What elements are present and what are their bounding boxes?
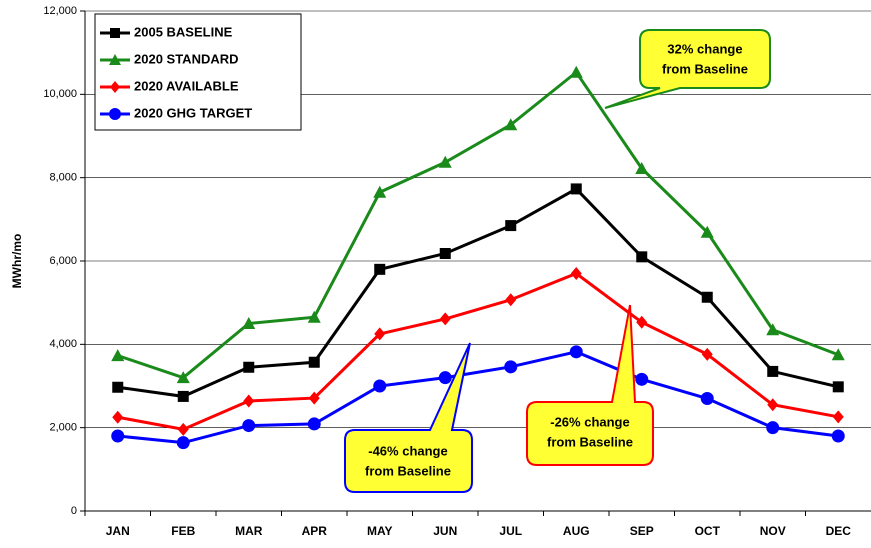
marker: [439, 312, 451, 326]
series-line: [117, 70, 839, 380]
marker: [504, 118, 518, 131]
marker: [701, 291, 713, 303]
legend-label: 2005 BASELINE: [134, 24, 233, 39]
marker: [243, 394, 255, 408]
marker: [109, 54, 121, 65]
series-line: [117, 350, 839, 445]
marker: [177, 422, 189, 436]
marker: [831, 348, 845, 361]
marker: [700, 392, 714, 405]
marker: [700, 225, 714, 238]
x-tick-label: JUN: [433, 524, 457, 538]
y-tick-label: 8,000: [49, 172, 77, 184]
marker: [308, 356, 320, 368]
marker: [570, 267, 582, 280]
y-axis-label: MWhr/mo: [10, 234, 24, 289]
marker: [438, 371, 452, 385]
marker: [374, 263, 386, 275]
x-tick-label: MAR: [235, 524, 263, 538]
marker: [766, 323, 780, 336]
marker: [109, 108, 121, 120]
series-line: [117, 187, 839, 398]
marker: [111, 349, 125, 362]
annotation: from Baseline: [662, 61, 748, 76]
marker: [112, 410, 124, 424]
marker: [373, 379, 387, 393]
x-tick-label: MAY: [367, 524, 393, 538]
annotation: from Baseline: [365, 463, 451, 478]
marker: [505, 293, 517, 307]
x-tick-label: AUG: [563, 524, 590, 538]
marker: [569, 65, 583, 78]
marker: [438, 155, 452, 168]
callout: [526, 304, 654, 466]
x-tick-label: FEB: [171, 524, 195, 538]
marker: [767, 365, 779, 377]
marker: [504, 360, 518, 374]
marker: [176, 436, 190, 450]
marker: [766, 421, 780, 435]
marker: [569, 345, 583, 359]
marker: [308, 391, 320, 405]
marker: [767, 398, 779, 412]
marker: [636, 251, 648, 263]
x-tick-label: JUL: [499, 524, 522, 538]
x-tick-label: DEC: [826, 524, 852, 538]
marker: [439, 248, 451, 259]
x-tick-label: OCT: [695, 524, 721, 538]
marker: [374, 327, 386, 341]
y-tick-label: 0: [71, 505, 77, 517]
marker: [177, 390, 189, 402]
marker: [242, 419, 256, 433]
callout: [604, 29, 771, 109]
y-tick-label: 6,000: [49, 255, 77, 267]
legend-label: 2020 GHG TARGET: [134, 105, 252, 120]
marker: [242, 317, 256, 329]
annotation: 32% change: [667, 41, 742, 56]
y-tick-label: 2,000: [49, 422, 77, 434]
marker: [832, 381, 844, 393]
annotation: from Baseline: [547, 434, 633, 449]
marker: [307, 417, 321, 431]
marker: [635, 372, 649, 386]
legend-items: 2005 BASELINE 2020 STANDARD 2020 AVAILABLE…: [100, 24, 252, 120]
marker: [373, 185, 387, 198]
marker: [176, 371, 190, 384]
x-tick-label: APR: [302, 524, 328, 538]
marker: [307, 310, 321, 323]
marker: [112, 381, 124, 393]
series-line: [117, 271, 839, 431]
y-tick-label: 12,000: [43, 5, 77, 17]
legend-label: 2020 STANDARD: [134, 51, 239, 66]
x-tick-label: NOV: [760, 524, 786, 538]
marker: [832, 410, 844, 424]
marker: [110, 81, 120, 93]
y-tick-label: 10,000: [43, 88, 77, 100]
marker: [110, 28, 120, 38]
marker: [831, 429, 845, 443]
annotation: -26% change: [550, 414, 629, 429]
legend-label: 2020 AVAILABLE: [134, 78, 239, 93]
marker: [505, 220, 517, 232]
marker: [635, 162, 649, 174]
callout: [344, 342, 473, 493]
series: [111, 65, 845, 450]
marker: [636, 315, 648, 329]
marker: [111, 429, 125, 443]
marker: [701, 347, 713, 361]
x-tick-label: JAN: [106, 524, 130, 538]
marker: [570, 183, 582, 195]
annotation: -46% change: [368, 443, 447, 458]
marker: [243, 361, 255, 373]
x-tick-label: SEP: [630, 524, 654, 538]
y-tick-label: 4,000: [49, 338, 77, 350]
